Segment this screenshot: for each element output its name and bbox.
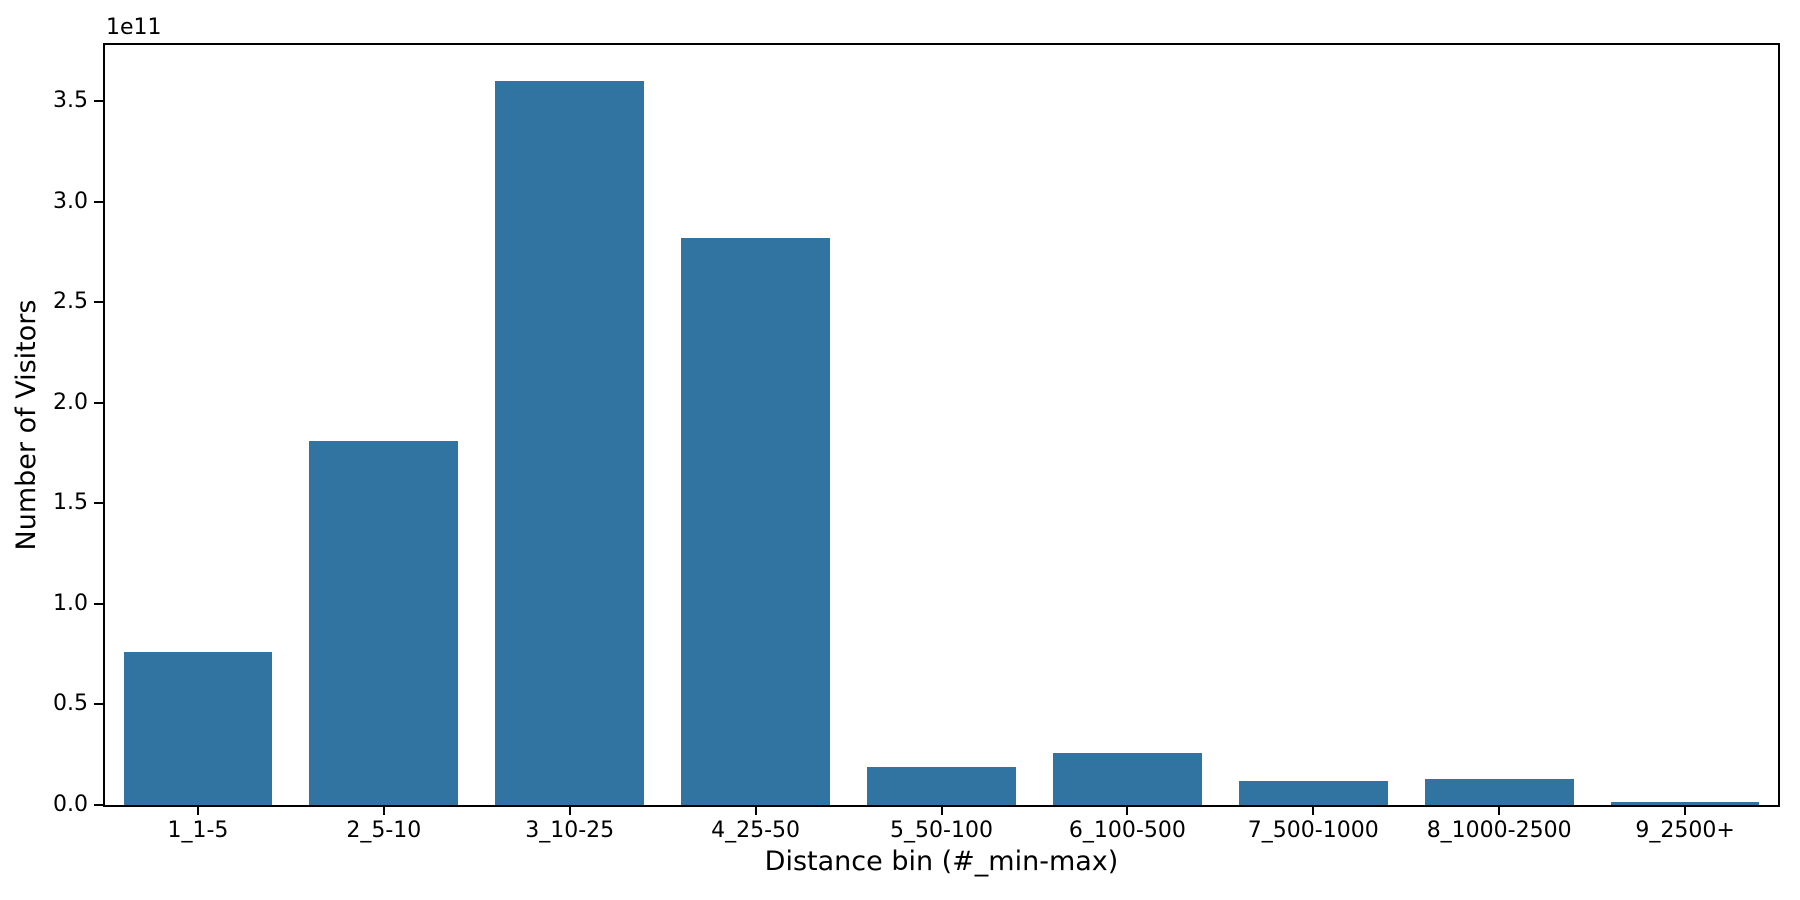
x-tick-mark bbox=[1498, 807, 1501, 815]
x-tick-mark bbox=[754, 807, 757, 815]
x-tick-label: 5_50-100 bbox=[890, 818, 993, 843]
y-tick-mark bbox=[94, 401, 103, 404]
x-tick-label: 7_500-1000 bbox=[1247, 818, 1379, 843]
y-tick-label: 2.5 bbox=[53, 289, 88, 315]
x-tick-label: 3_10-25 bbox=[525, 818, 615, 843]
x-tick-mark bbox=[940, 807, 943, 815]
bar-7_500-1000 bbox=[1238, 780, 1388, 805]
bar-2_5-10 bbox=[309, 441, 459, 805]
bar-5_50-100 bbox=[867, 766, 1016, 805]
x-tick-mark bbox=[196, 807, 199, 815]
y-tick-mark bbox=[94, 703, 103, 706]
x-tick-mark bbox=[1684, 807, 1687, 815]
x-tick-label: 6_100-500 bbox=[1068, 818, 1186, 843]
x-tick-mark bbox=[1312, 807, 1315, 815]
x-tick-mark bbox=[382, 807, 385, 815]
y-tick-mark bbox=[94, 301, 103, 304]
y-tick-mark bbox=[94, 602, 103, 605]
y-axis-offset-text: 1e11 bbox=[106, 15, 162, 40]
x-tick-label: 9_2500+ bbox=[1635, 818, 1735, 843]
y-tick-label: 0.5 bbox=[53, 691, 88, 717]
y-tick-label: 1.0 bbox=[53, 590, 88, 616]
x-tick-mark bbox=[568, 807, 571, 815]
bar-1_1-5 bbox=[123, 652, 273, 805]
bar-6_100-500 bbox=[1053, 752, 1202, 805]
y-tick-mark bbox=[94, 100, 103, 103]
x-tick-label: 4_25-50 bbox=[711, 818, 801, 843]
x-axis-label: Distance bin (#_min-max) bbox=[764, 846, 1119, 877]
y-axis-label: Number of Visitors bbox=[11, 299, 42, 551]
x-tick-label: 2_5-10 bbox=[346, 818, 422, 843]
y-tick-mark bbox=[94, 804, 103, 806]
y-tick-mark bbox=[94, 502, 103, 505]
bar-3_10-25 bbox=[495, 81, 645, 805]
y-tick-label: 2.0 bbox=[53, 389, 88, 415]
y-tick-label: 1.5 bbox=[53, 490, 88, 516]
x-tick-label: 1_1-5 bbox=[167, 818, 229, 843]
bar-8_1000-2500 bbox=[1424, 778, 1574, 805]
y-tick-label: 3.5 bbox=[53, 88, 88, 114]
x-tick-mark bbox=[1126, 807, 1129, 815]
bar-9_2500+ bbox=[1610, 801, 1760, 805]
x-tick-label: 8_1000-2500 bbox=[1426, 818, 1572, 843]
y-tick-label: 3.0 bbox=[53, 188, 88, 214]
y-tick-label: 0.0 bbox=[53, 792, 88, 817]
y-tick-mark bbox=[94, 200, 103, 203]
bar-4_25-50 bbox=[681, 238, 830, 805]
